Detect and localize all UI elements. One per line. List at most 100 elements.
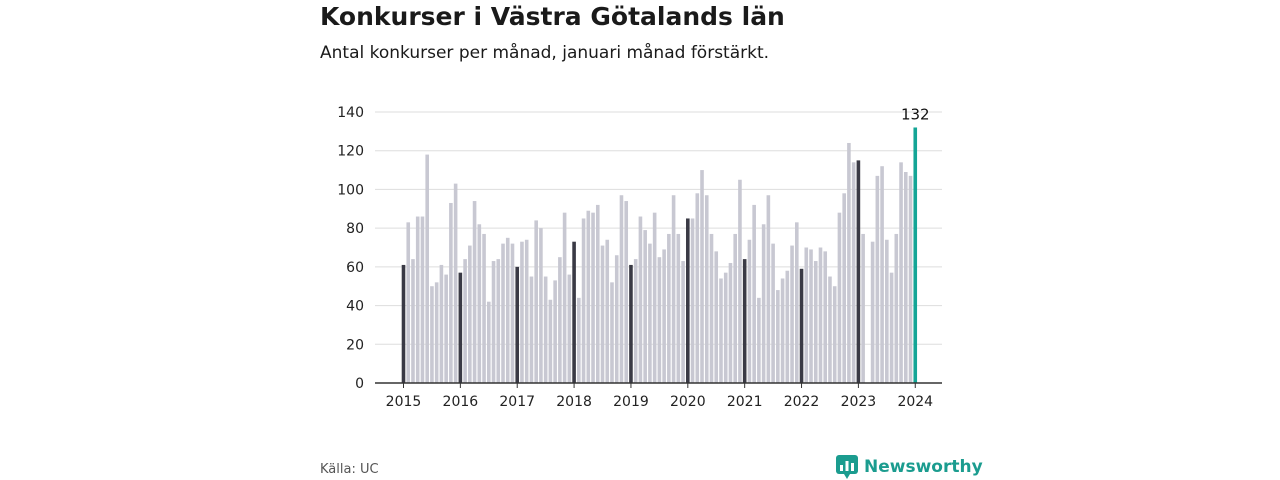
x-tick-label: 2016 — [443, 394, 479, 410]
x-tick-label: 2021 — [727, 394, 763, 410]
bar — [501, 243, 505, 383]
bar — [562, 212, 567, 383]
bar — [463, 259, 467, 383]
bar — [643, 230, 647, 383]
x-tick-label: 2015 — [386, 394, 422, 410]
bar — [600, 245, 605, 383]
bar — [885, 239, 889, 383]
bar — [430, 286, 434, 383]
bar — [614, 255, 619, 383]
bar — [529, 276, 534, 383]
bar — [681, 261, 685, 383]
bar — [686, 218, 690, 383]
bar — [733, 233, 737, 383]
bar — [605, 239, 610, 383]
y-tick-label: 140 — [337, 105, 364, 121]
bar — [837, 212, 842, 383]
bars — [401, 127, 918, 383]
bar — [477, 224, 482, 383]
bar — [761, 224, 766, 383]
bar — [406, 222, 411, 383]
bar — [453, 183, 458, 383]
bar — [434, 282, 439, 383]
bar — [458, 272, 463, 383]
bar — [648, 243, 652, 383]
y-tick-label: 60 — [346, 260, 364, 276]
bar — [558, 257, 562, 383]
bar — [790, 245, 794, 383]
bar — [567, 274, 572, 383]
bar — [704, 195, 709, 383]
bar — [524, 239, 529, 383]
x-tick-label: 2018 — [556, 394, 592, 410]
newsworthy-logo-icon — [836, 455, 858, 479]
bar — [548, 299, 553, 383]
bar — [851, 162, 856, 383]
bar — [894, 233, 899, 383]
chart-title: Konkurser i Västra Götalands län — [320, 2, 785, 31]
x-tick-label: 2024 — [897, 394, 933, 410]
bar — [861, 233, 865, 383]
bar — [401, 264, 406, 383]
bar — [468, 245, 472, 383]
bar — [799, 268, 804, 383]
bar — [486, 301, 491, 383]
bar — [719, 278, 723, 383]
bar — [847, 142, 851, 383]
bar — [425, 154, 429, 383]
bar — [785, 270, 790, 383]
bar — [411, 259, 415, 383]
bar — [619, 195, 624, 383]
bar — [747, 239, 752, 383]
x-tick-label: 2022 — [784, 394, 820, 410]
x-tick-label: 2017 — [499, 394, 535, 410]
bar — [553, 280, 557, 383]
latest-value-label: 132 — [901, 105, 930, 123]
bar — [505, 237, 510, 383]
bar — [449, 202, 453, 383]
bar — [671, 195, 676, 383]
bar — [823, 251, 828, 383]
y-tick-label: 20 — [346, 337, 364, 353]
bar — [742, 259, 747, 383]
bar — [903, 172, 908, 383]
y-tick-label: 100 — [337, 182, 364, 198]
bar — [491, 261, 496, 383]
bar — [908, 175, 913, 383]
bar — [828, 276, 832, 383]
bar — [690, 218, 695, 383]
brand-name: Newsworthy — [864, 457, 983, 477]
bar — [543, 276, 548, 383]
bar — [700, 170, 704, 383]
bar — [572, 241, 576, 383]
bar — [870, 241, 875, 383]
bar — [638, 216, 643, 383]
y-tick-label: 80 — [346, 221, 364, 237]
bar — [813, 261, 818, 383]
bar — [482, 233, 486, 383]
bar — [757, 297, 761, 383]
bar — [776, 290, 780, 383]
bar — [652, 212, 657, 383]
brand-logo: Newsworthy — [836, 455, 983, 479]
bar — [832, 286, 837, 383]
bar — [472, 201, 477, 383]
bar — [856, 160, 861, 383]
bar — [662, 249, 666, 383]
y-axis-ticks: 0 20 40 60 80 100 120 140 — [337, 105, 364, 392]
bar — [780, 278, 785, 383]
bar — [415, 216, 420, 383]
bar — [899, 162, 903, 383]
bar — [880, 166, 884, 383]
bar — [510, 243, 515, 383]
bar — [676, 233, 681, 383]
y-tick-label: 0 — [355, 376, 364, 392]
bar — [520, 241, 524, 383]
bar — [809, 249, 813, 383]
bar — [629, 264, 633, 383]
bar — [771, 243, 775, 383]
bar — [667, 233, 671, 383]
bar — [496, 259, 501, 383]
y-tick-label: 40 — [346, 299, 364, 315]
